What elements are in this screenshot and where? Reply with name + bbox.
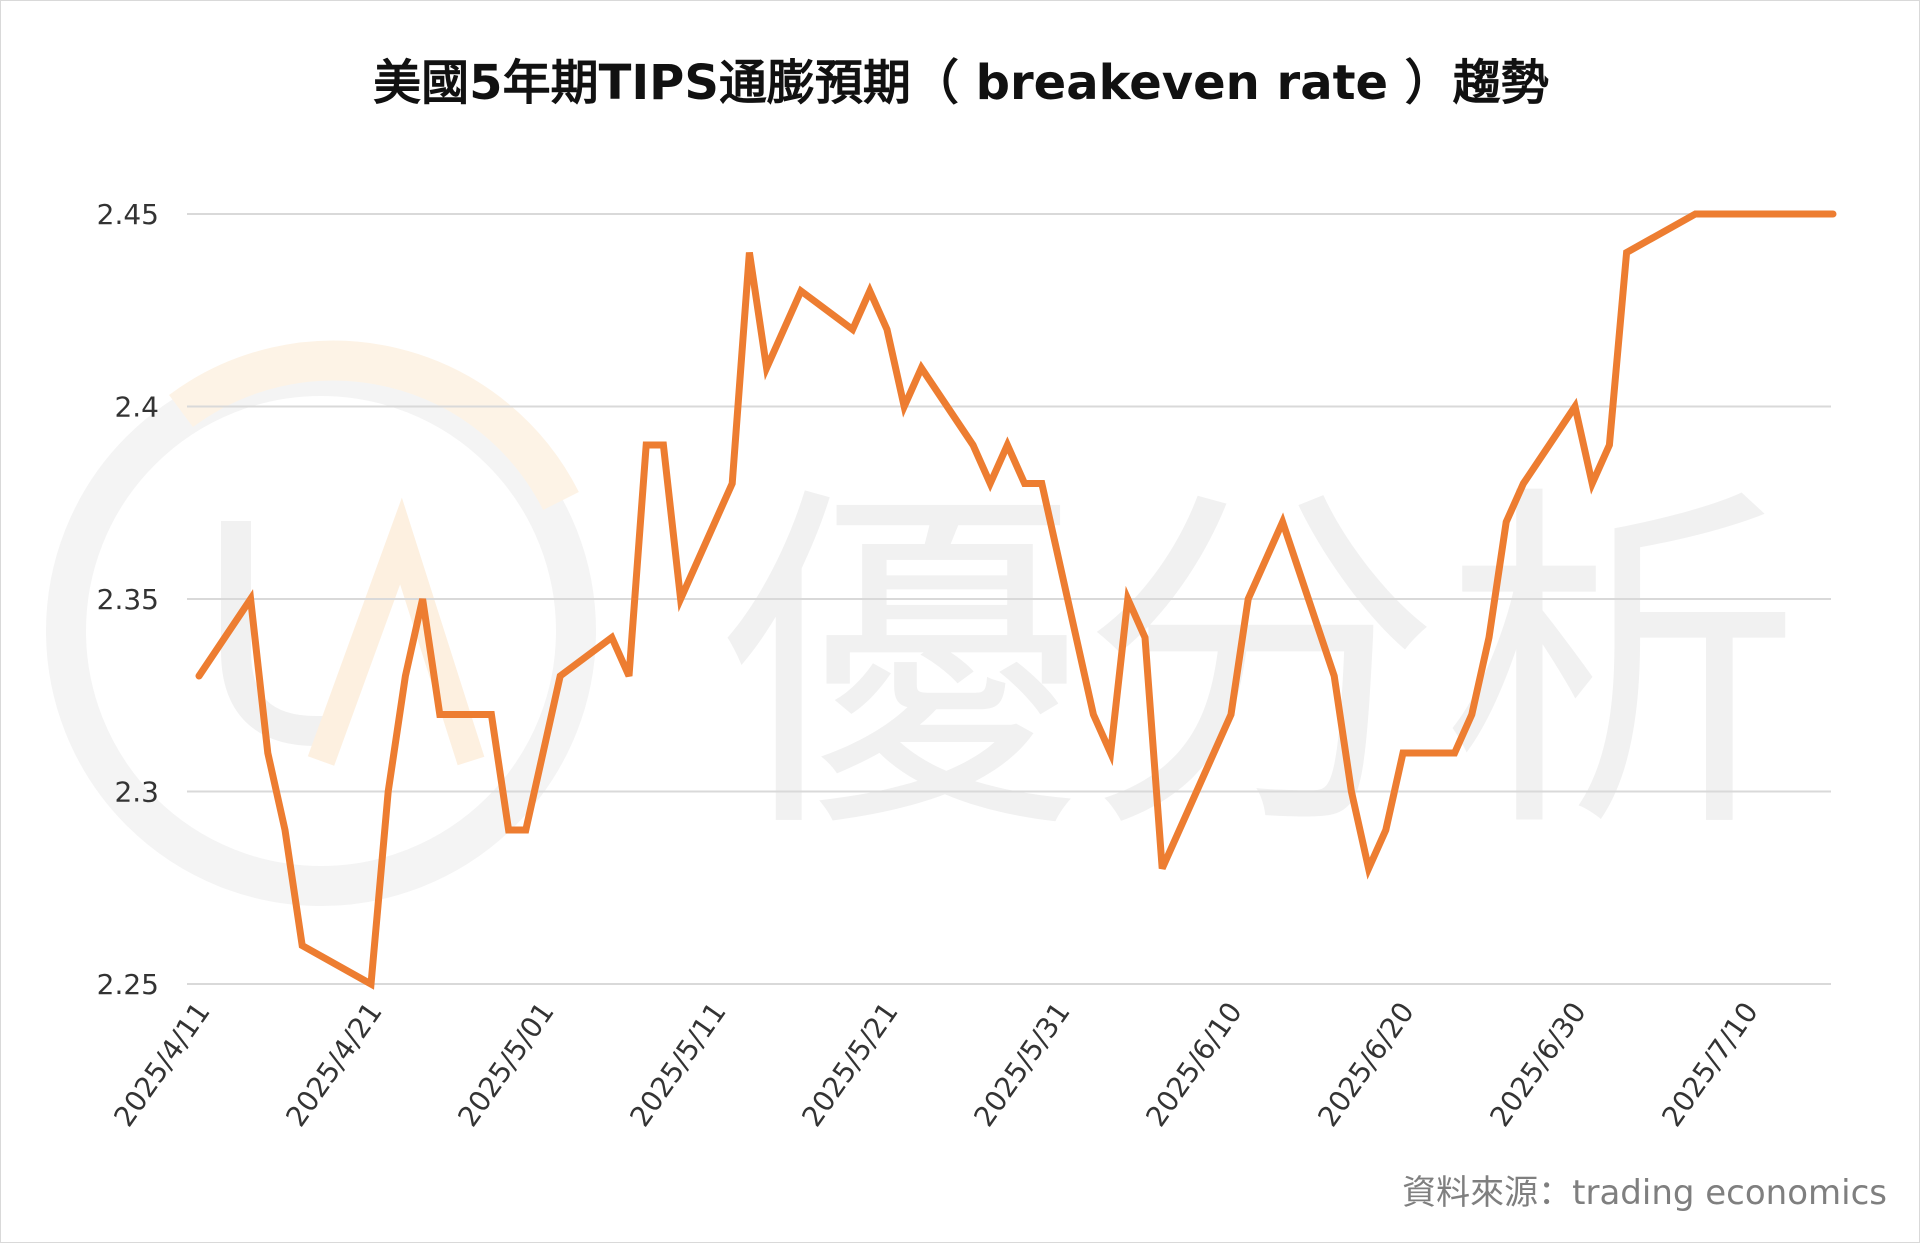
x-tick-label: 2025/6/30 (1483, 996, 1592, 1133)
x-tick-label: 2025/7/10 (1655, 996, 1764, 1133)
source-note: 資料來源：trading economics (1402, 1173, 1887, 1213)
series-layer (195, 210, 1837, 990)
x-tick-label: 2025/5/01 (451, 996, 560, 1133)
x-tick-label: 2025/5/31 (967, 996, 1076, 1133)
x-tick-label: 2025/5/11 (623, 996, 732, 1133)
watermark: 優分析 (46, 340, 1801, 906)
x-axis-ticks: 2025/4/11 2025/4/21 2025/5/01 2025/5/11 2025… (107, 996, 1764, 1133)
gridlines (187, 213, 1831, 985)
x-tick-label: 2025/4/11 (107, 996, 216, 1133)
y-axis-ticks: 2.25 2.3 2.35 2.4 2.45 (97, 198, 159, 1001)
x-tick-label: 2025/6/10 (1139, 996, 1248, 1133)
watermark-logo-u (221, 521, 341, 746)
x-tick-label: 2025/5/21 (795, 996, 904, 1133)
x-tick-label: 2025/6/20 (1311, 996, 1420, 1133)
x-tick-label: 2025/4/21 (279, 996, 388, 1133)
y-tick-label: 2.45 (97, 198, 159, 231)
y-tick-label: 2.4 (114, 391, 159, 424)
chart-title: 美國5年期TIPS通膨預期（ breakeven rate ）趨勢 (373, 55, 1549, 111)
y-tick-label: 2.25 (97, 968, 159, 1001)
y-tick-label: 2.3 (114, 776, 159, 809)
watermark-logo-ring (46, 356, 596, 906)
series-line (195, 210, 1837, 990)
watermark-logo-arc (169, 340, 579, 511)
y-tick-label: 2.35 (97, 583, 159, 616)
watermark-logo-a (307, 497, 485, 766)
watermark-text: 優分析 (721, 457, 1801, 876)
